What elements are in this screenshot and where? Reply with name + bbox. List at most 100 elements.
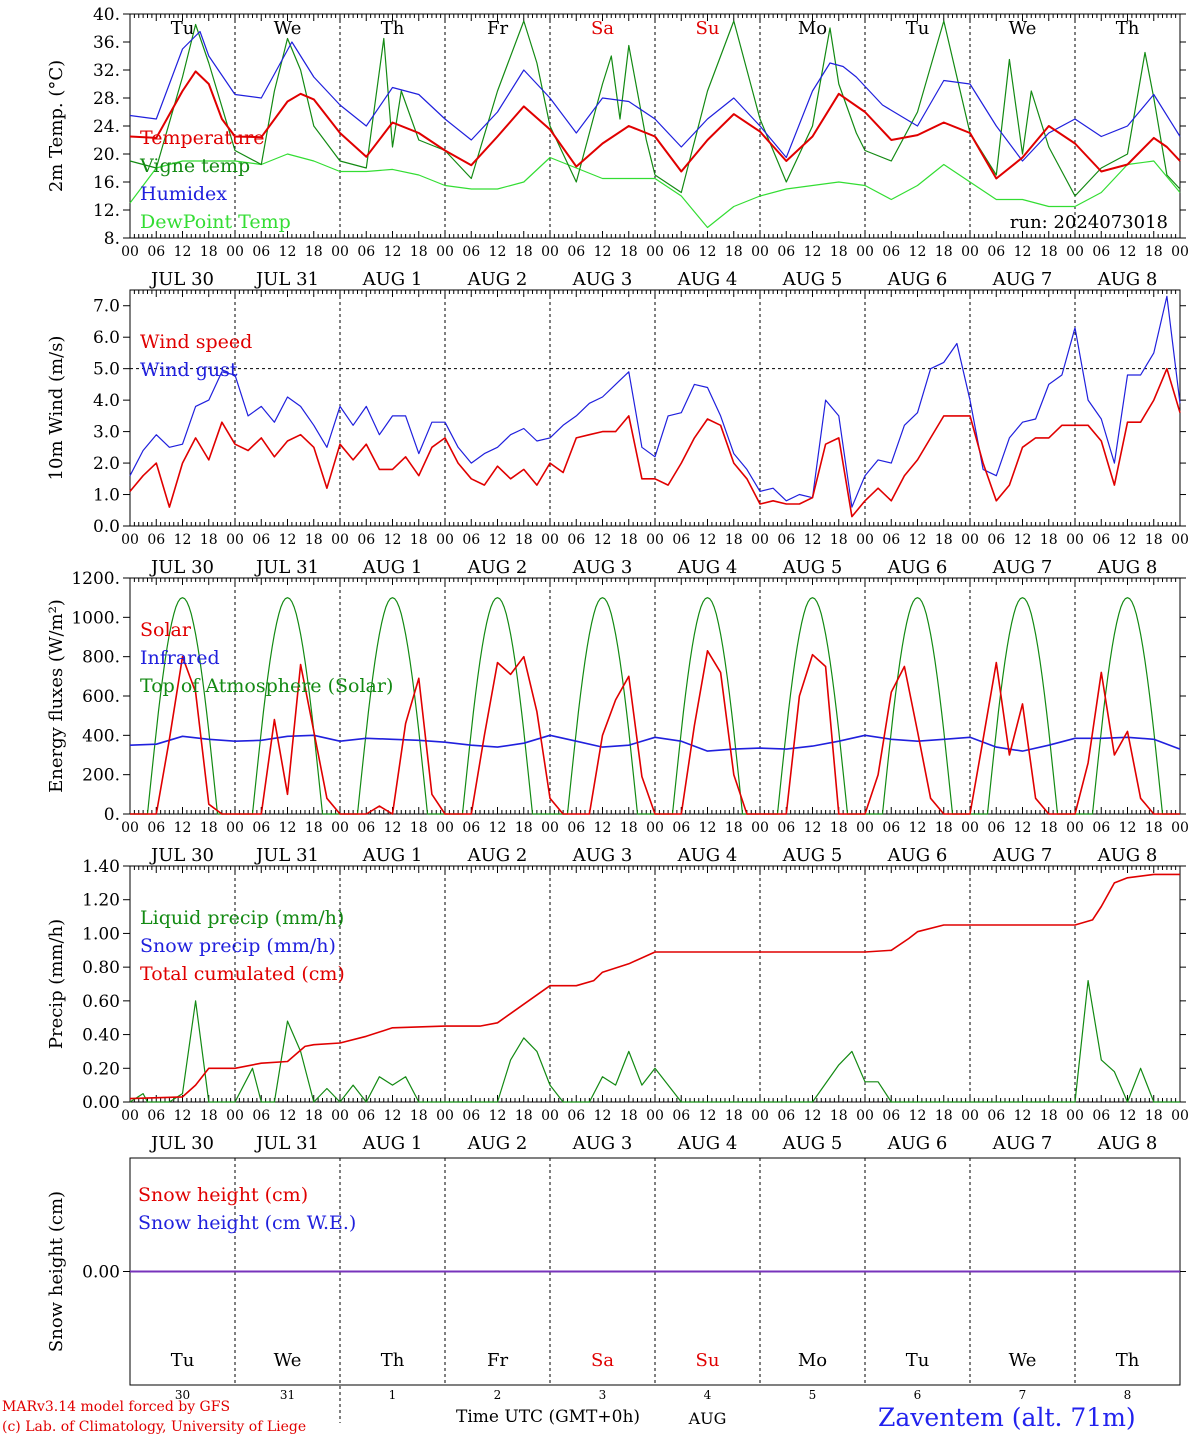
legend-total-cumulated-cm: Total cumulated (cm) [140, 963, 345, 985]
hour-tick-label: 06 [252, 1108, 270, 1124]
hour-tick-label: 18 [830, 1108, 848, 1124]
hour-tick-label: 18 [515, 820, 533, 836]
hour-tick-label: 06 [462, 820, 480, 836]
y-tick-label: 1200. [71, 569, 120, 589]
hour-tick-label: 06 [777, 1108, 795, 1124]
hour-tick-label: 12 [489, 532, 507, 548]
hour-tick-label: 06 [882, 532, 900, 548]
hour-tick-label: 12 [174, 532, 192, 548]
hour-tick-label: 00 [751, 244, 769, 260]
hour-tick-label: 18 [200, 532, 218, 548]
hour-tick-label: 12 [699, 1108, 717, 1124]
y-tick-label: 40. [93, 5, 120, 25]
hour-tick-label: 12 [594, 820, 612, 836]
y-tick-label: 1.00 [82, 924, 120, 944]
day-name: Tu [171, 18, 195, 39]
hour-tick-label: 00 [226, 532, 244, 548]
time-axis-label: Time UTC (GMT+0h) [456, 1407, 641, 1427]
y-tick-label: 0. [104, 805, 120, 825]
date-label: AUG 3 [572, 269, 633, 290]
day-name: Su [696, 18, 720, 39]
hour-tick-label: 12 [1014, 820, 1032, 836]
hour-tick-label: 06 [672, 244, 690, 260]
date-label: AUG 8 [1097, 845, 1158, 866]
y-tick-label: 0.40 [82, 1026, 120, 1046]
hour-tick-label: 00 [751, 820, 769, 836]
hour-tick-label: 06 [777, 244, 795, 260]
date-label: AUG 3 [572, 1133, 633, 1154]
hour-tick-label: 00 [436, 1108, 454, 1124]
hour-tick-label: 18 [725, 532, 743, 548]
hour-tick-label: 12 [909, 1108, 927, 1124]
y-tick-label: 4.0 [93, 391, 120, 411]
hour-tick-label: 12 [1014, 244, 1032, 260]
hour-tick-label: 18 [200, 820, 218, 836]
hour-tick-label: 18 [935, 1108, 953, 1124]
y-tick-label: 0.0 [93, 517, 120, 537]
day-number: 8 [1124, 1388, 1132, 1402]
hour-tick-label: 12 [174, 1108, 192, 1124]
hour-tick-label: 12 [489, 1108, 507, 1124]
hour-tick-label: 00 [121, 820, 139, 836]
hour-tick-label: 00 [1171, 1108, 1189, 1124]
hour-tick-label: 12 [279, 820, 297, 836]
y-tick-label: 7.0 [93, 297, 120, 317]
hour-tick-label: 18 [935, 820, 953, 836]
day-number: 6 [914, 1388, 922, 1402]
y-tick-label: 800. [82, 648, 120, 668]
y-tick-label: 32. [93, 61, 120, 81]
day-name: Tu [906, 1350, 930, 1371]
hour-tick-label: 18 [200, 1108, 218, 1124]
series-wind-gust [129, 295, 1181, 508]
hour-tick-label: 06 [147, 820, 165, 836]
hour-tick-label: 06 [777, 820, 795, 836]
legend-top-of-atmosphere-solar: Top of Atmosphere (Solar) [140, 675, 393, 697]
hour-tick-label: 00 [1171, 244, 1189, 260]
hour-tick-label: 00 [751, 532, 769, 548]
legend-snow-height-cm-w-e: Snow height (cm W.E.) [138, 1212, 356, 1234]
hour-tick-label: 12 [699, 244, 717, 260]
series-solar [130, 649, 1180, 815]
hour-tick-label: 06 [1092, 532, 1110, 548]
hour-tick-label: 00 [1171, 532, 1189, 548]
hour-tick-label: 18 [1145, 532, 1163, 548]
hour-tick-label: 12 [594, 1108, 612, 1124]
hour-tick-label: 06 [1092, 1108, 1110, 1124]
day-name: Fr [487, 18, 508, 39]
legend-snow-precip-mm-h: Snow precip (mm/h) [140, 935, 336, 957]
y-axis-label: Precip (mm/h) [46, 919, 67, 1049]
date-label: AUG 3 [572, 845, 633, 866]
hour-tick-label: 06 [987, 532, 1005, 548]
date-label: JUL 30 [149, 1133, 214, 1154]
hour-tick-label: 00 [856, 1108, 874, 1124]
date-label: AUG 7 [992, 1133, 1053, 1154]
hour-tick-label: 00 [121, 532, 139, 548]
y-axis-label: 10m Wind (m/s) [46, 336, 67, 481]
date-label: AUG 2 [467, 269, 528, 290]
hour-tick-label: 06 [462, 244, 480, 260]
day-name: We [274, 1350, 302, 1371]
hour-tick-label: 00 [646, 532, 664, 548]
y-tick-label: 0.20 [82, 1059, 120, 1079]
hour-tick-label: 12 [909, 820, 927, 836]
date-label: AUG 5 [782, 845, 843, 866]
y-tick-label: 2.0 [93, 454, 120, 474]
date-label: AUG 1 [362, 845, 423, 866]
day-number: 4 [704, 1388, 712, 1402]
hour-tick-label: 00 [646, 1108, 664, 1124]
panel-3: 00 06 12 18 JUL 30 00 06 12 18 JUL 31 00 06 12 18 AUG … [46, 569, 1189, 866]
y-axis-label: Energy fluxes (W/m²) [46, 599, 67, 793]
hour-tick-label: 18 [830, 244, 848, 260]
hour-tick-label: 12 [699, 820, 717, 836]
date-label: AUG 7 [992, 269, 1053, 290]
series-humidex [129, 30, 1181, 162]
date-label: JUL 30 [149, 269, 214, 290]
hour-tick-label: 18 [725, 1108, 743, 1124]
hour-tick-label: 06 [357, 820, 375, 836]
hour-tick-label: 06 [462, 532, 480, 548]
hour-tick-label: 00 [646, 820, 664, 836]
hour-tick-label: 00 [541, 820, 559, 836]
hour-tick-label: 00 [1066, 532, 1084, 548]
series-total-cumulated [129, 873, 1180, 1100]
